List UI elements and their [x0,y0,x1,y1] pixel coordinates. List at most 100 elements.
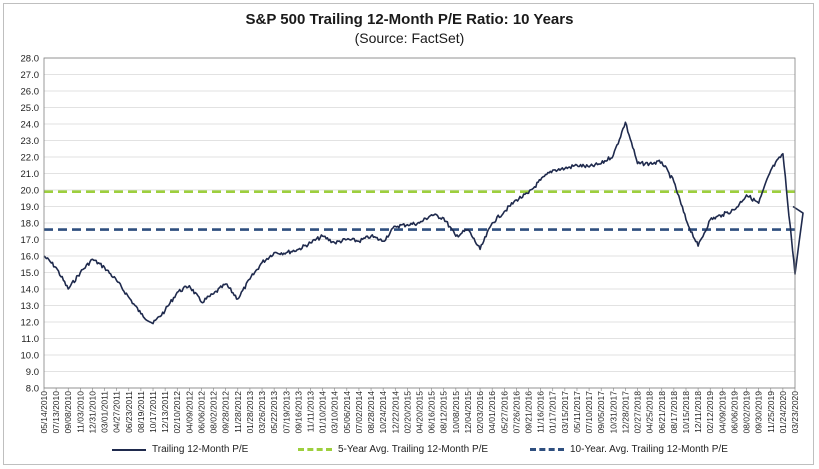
x-tick-label: 06/23/2011 [124,391,134,433]
plot-area-border [43,57,796,389]
x-tick-label: 06/06/2019 [729,391,739,434]
y-tick-label: 24.0 [21,120,40,131]
y-tick-label: 25.0 [21,103,40,114]
x-tick-label: 11/16/2016 [536,391,546,433]
y-tick-label: 26.0 [21,87,40,98]
y-tick-label: 22.0 [21,153,40,164]
legend-label: 10-Year. Avg. Trailing 12-Month P/E [570,444,728,455]
x-tick-label: 05/14/2010 [39,391,49,434]
x-tick-label: 06/16/2015 [427,391,437,434]
x-tick-label: 09/30/2019 [754,391,764,434]
x-tick-label: 09/16/2013 [293,391,303,434]
legend-item-10yr-avg: 10-Year. Avg. Trailing 12-Month P/E [530,444,728,455]
x-tick-label: 07/10/2017 [584,391,594,434]
x-tick-label: 10/08/2015 [451,391,461,434]
x-tick-label: 03/15/2017 [560,391,570,434]
x-tick-label: 09/21/2016 [524,391,534,434]
x-tick-label: 08/28/2014 [366,391,376,434]
y-tick-label: 17.0 [21,235,40,246]
x-tick-label: 02/03/2016 [475,391,485,434]
x-tick-label: 11/11/2013 [305,391,315,433]
x-tick-label: 11/03/2010 [75,391,85,433]
x-tick-label: 08/02/2019 [742,391,752,434]
average-lines [44,190,795,231]
x-tick-label: 09/05/2017 [596,391,606,434]
x-tick-label: 12/11/2018 [693,391,703,433]
x-tick-label: 08/12/2015 [439,391,449,434]
legend-label: Trailing 12-Month P/E [152,444,249,455]
y-tick-label: 11.0 [21,334,39,345]
y-axis-ticks: 28.0 27.0 26.0 25.0 24.0 23.0 22.0 21.0 20.0 19.0… [21,54,40,395]
x-tick-label: 08/17/2018 [669,391,679,434]
x-tick-label: 09/08/2010 [63,391,73,434]
x-tick-label: 05/06/2014 [342,391,352,434]
x-tick-label: 03/10/2014 [330,391,340,434]
chart-subtitle: (Source: FactSet) [354,30,465,46]
x-tick-label: 10/17/2011 [148,391,158,433]
x-tick-label: 04/20/2015 [415,391,425,434]
x-tick-label: 10/31/2017 [608,391,618,434]
x-tick-label: 01/28/2013 [245,391,255,434]
x-tick-label: 05/27/2016 [499,391,509,434]
x-tick-label: 07/26/2016 [511,391,521,434]
x-tick-label: 02/27/2018 [633,391,643,434]
x-tick-label: 03/23/2020 [790,391,800,434]
x-tick-label: 02/12/2019 [705,391,715,434]
y-tick-label: 10.0 [21,351,40,362]
x-tick-label: 12/28/2017 [620,391,630,434]
legend-swatch-solid [112,448,146,451]
y-tick-label: 8.0 [26,384,39,395]
x-tick-label: 08/19/2011 [136,391,146,433]
x-tick-label: 04/27/2011 [112,391,122,433]
series-line-trailing-pe [43,121,804,325]
legend-item-5yr-avg: 5-Year Avg. Trailing 12-Month P/E [298,444,488,455]
legend-swatch-green-dashed [298,448,332,451]
x-tick-label: 04/09/2019 [717,391,727,434]
y-tick-label: 19.0 [21,202,40,213]
x-tick-label: 06/21/2018 [657,391,667,434]
x-tick-label: 07/19/2013 [281,391,291,434]
x-tick-label: 02/20/2015 [402,391,412,434]
x-tick-label: 03/26/2013 [257,391,267,434]
x-tick-label: 05/11/2017 [572,391,582,433]
x-tick-label: 04/01/2016 [487,391,497,434]
x-tick-label: 12/22/2014 [390,391,400,434]
x-tick-label: 01/24/2020 [778,391,788,434]
y-tick-label: 14.0 [21,285,40,296]
chart-title: S&P 500 Trailing 12-Month P/E Ratio: 10 … [245,11,574,28]
y-tick-label: 18.0 [21,219,40,230]
x-tick-label: 02/10/2012 [172,391,182,434]
x-tick-label: 08/02/2012 [209,391,219,434]
x-tick-label: 09/28/2012 [221,391,231,434]
x-tick-label: 12/31/2010 [87,391,97,434]
x-tick-label: 11/28/2012 [233,391,243,433]
legend-item-trailing-pe: Trailing 12-Month P/E [112,444,248,455]
x-tick-label: 12/13/2011 [160,391,170,433]
x-tick-label: 06/06/2012 [196,391,206,434]
x-tick-label: 07/02/2014 [354,391,364,434]
x-axis-ticks: 05/14/2010 07/13/2010 09/08/2010 11/03/2010… [39,388,800,434]
x-tick-label: 10/15/2018 [681,391,691,434]
x-tick-label: 03/01/2011 [100,391,110,433]
legend-label: 5-Year Avg. Trailing 12-Month P/E [338,444,489,455]
x-tick-label: 04/09/2012 [184,391,194,434]
y-tick-label: 15.0 [21,268,40,279]
y-tick-label: 27.0 [21,70,40,81]
y-tick-label: 13.0 [21,301,40,312]
x-tick-label: 01/17/2017 [548,391,558,434]
y-tick-label: 9.0 [26,367,39,378]
y-tick-label: 21.0 [21,169,40,180]
x-tick-label: 10/24/2014 [378,391,388,434]
x-tick-label: 11/25/2019 [766,391,776,433]
y-tick-label: 12.0 [21,318,40,329]
x-tick-label: 07/13/2010 [51,391,61,434]
legend-swatch-blue-dashed [530,448,564,451]
x-tick-label: 01/10/2014 [318,391,328,434]
x-tick-label: 05/22/2013 [269,391,279,434]
y-tick-label: 28.0 [21,54,40,65]
x-tick-label: 12/04/2015 [463,391,473,434]
y-tick-label: 23.0 [21,136,40,147]
x-tick-label: 04/25/2018 [645,391,655,434]
y-tick-label: 20.0 [21,186,40,197]
